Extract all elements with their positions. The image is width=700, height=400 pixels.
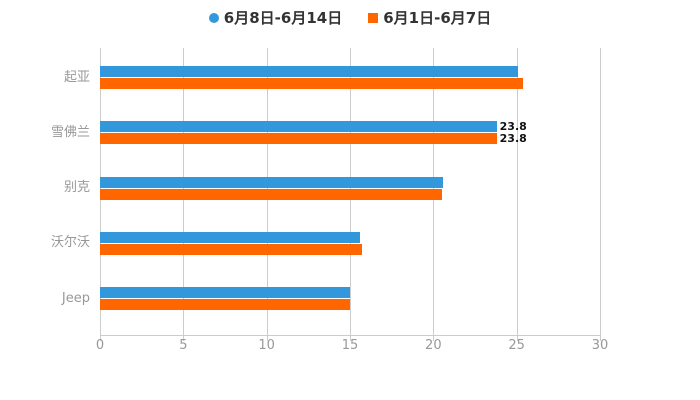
bar-Jeep-series1[interactable]: [100, 299, 350, 311]
bar-别克-series1[interactable]: [100, 188, 442, 200]
axis-tick: [600, 335, 601, 341]
legend-label-jun8-jun14: 6月8日-6月14日: [223, 9, 343, 27]
x-axis-tick-label: 15: [341, 338, 359, 353]
legend-circle-marker-icon: [208, 13, 219, 23]
y-axis-category-label: Jeep: [61, 290, 90, 306]
bar-Jeep-series0[interactable]: [100, 287, 350, 299]
bar-value-label: 23.8: [499, 120, 527, 134]
legend-item-jun8-jun14[interactable]: 6月8日-6月14日: [208, 9, 343, 27]
legend-square-marker-icon: [368, 13, 379, 23]
y-axis-category-label: 别克: [63, 180, 90, 196]
x-axis-tick-label: 0: [95, 338, 105, 353]
bar-雪佛兰-series0[interactable]: [100, 121, 497, 133]
axis-tick: [183, 335, 185, 341]
bar-value-label: 23.8: [499, 132, 527, 146]
legend: 6月8日-6月14日 6月1日-6月7日: [0, 8, 700, 28]
y-axis-category-label: 沃尔沃: [50, 235, 90, 251]
axis-tick: [350, 335, 351, 341]
y-axis-category-label: 雪佛兰: [50, 124, 90, 140]
axis-tick: [100, 335, 101, 341]
bar-雪佛兰-series1[interactable]: [100, 133, 497, 145]
legend-label-jun1-jun7: 6月1日-6月7日: [383, 9, 492, 27]
axis-tick: [516, 335, 518, 341]
x-axis-tick-label: 5: [179, 338, 188, 353]
bar-沃尔沃-series0[interactable]: [100, 231, 360, 243]
bar-起亚-series1[interactable]: [100, 78, 524, 89]
gridline: [600, 48, 601, 335]
bar-沃尔沃-series1[interactable]: [100, 243, 362, 255]
x-axis-line: [100, 335, 601, 336]
axis-tick: [433, 335, 435, 341]
x-axis-tick-label: 25: [508, 338, 525, 353]
bar-别克-series0[interactable]: [100, 176, 444, 188]
x-axis-tick-label: 10: [258, 338, 275, 353]
y-axis-category-label: 起亚: [63, 69, 90, 85]
legend-item-jun1-jun7[interactable]: 6月1日-6月7日: [368, 9, 491, 27]
gridline: [516, 48, 518, 335]
axis-tick: [266, 335, 268, 341]
bar-起亚-series0[interactable]: [100, 66, 519, 77]
x-axis-tick-label: 30: [591, 338, 609, 353]
x-axis-tick-label: 20: [425, 338, 442, 353]
